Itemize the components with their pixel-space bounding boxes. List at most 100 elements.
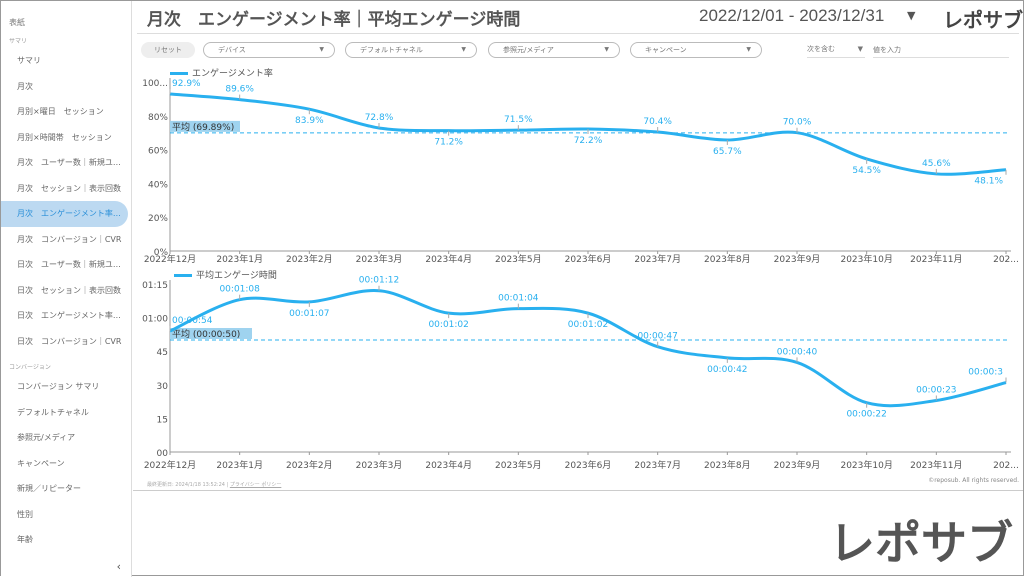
- average-label: 平均 (69.89%): [172, 121, 234, 133]
- logo: レポサブ: [943, 8, 1023, 32]
- footer-meta: 最終更新日: 2024/1/18 13:52:24 | プライバシー ポリシー: [147, 482, 282, 488]
- y-tick-label: 01:15: [142, 281, 168, 291]
- divider: [137, 33, 1019, 34]
- x-tick-label: 2023年7月: [634, 253, 681, 265]
- data-label: 45.6%: [922, 159, 951, 169]
- x-tick-label: 2023年8月: [704, 253, 751, 265]
- data-label: 00:00:3: [968, 368, 1003, 378]
- copyright: ©reposub. All rights reserved.: [928, 477, 1019, 484]
- x-tick-label: 2023年11月: [910, 459, 962, 471]
- data-label: 00:00:42: [707, 365, 747, 375]
- x-tick-label: 2023年2月: [286, 253, 333, 265]
- privacy-link[interactable]: プライバシー ポリシー: [229, 482, 282, 488]
- legend-swatch: [174, 274, 192, 277]
- data-label: 00:00:54: [172, 316, 213, 326]
- y-tick-label: 0%: [154, 248, 169, 258]
- data-label: 71.2%: [434, 138, 463, 148]
- sidebar-list: サマリ サマリ 月次 月別×曜日 セッション 月別×時間帯 セッション 月次 ユーザー数｜…: [1, 28, 131, 553]
- dropdown-label: デバイス: [218, 46, 246, 54]
- source-medium-filter[interactable]: 参照元/メディア ▼: [488, 42, 620, 58]
- data-label: 00:00:23: [916, 385, 956, 395]
- data-label: 00:01:07: [289, 309, 329, 319]
- x-tick-label: 2023年6月: [565, 459, 612, 471]
- data-label: 00:01:04: [498, 294, 539, 304]
- page-title: 月次 エンゲージメント率｜平均エンゲージ時間: [147, 10, 521, 30]
- reset-button[interactable]: リセット: [141, 42, 195, 58]
- x-tick-label: 2023年5月: [495, 459, 542, 471]
- condition-label: 次を含む: [807, 45, 835, 53]
- x-tick-label: 2023年10月: [840, 253, 892, 265]
- caret-down-icon: ▼: [319, 46, 324, 53]
- data-label: 83.9%: [295, 116, 324, 126]
- x-tick-label: 2023年11月: [910, 253, 962, 265]
- device-filter[interactable]: デバイス ▼: [203, 42, 335, 58]
- data-label: 00:01:02: [428, 320, 468, 330]
- condition-select[interactable]: 次を含む ▼: [807, 42, 865, 58]
- data-label: 72.2%: [574, 136, 603, 146]
- dropdown-label: キャンペーン: [645, 46, 687, 54]
- caret-down-icon[interactable]: ▼: [907, 9, 916, 22]
- channel-filter[interactable]: デフォルトチャネル ▼: [345, 42, 477, 58]
- y-tick-label: 80%: [148, 113, 168, 123]
- y-tick-label: 100...: [142, 79, 168, 89]
- average-label: 平均 (00:00:50): [172, 328, 240, 340]
- date-range-picker[interactable]: 2022/12/01 - 2023/12/31: [699, 6, 885, 25]
- collapse-sidebar-button[interactable]: ‹: [116, 560, 121, 573]
- x-tick-label: 2023年4月: [425, 253, 472, 265]
- x-tick-label: 202...: [993, 461, 1019, 471]
- x-tick-label: 2023年5月: [495, 253, 542, 265]
- series-line: [169, 92, 1007, 176]
- sidebar-cover[interactable]: 表紙: [9, 18, 25, 27]
- y-tick-label: 30: [157, 382, 169, 392]
- dropdown-label: 参照元/メディア: [503, 46, 554, 54]
- y-tick-label: 01:00: [142, 315, 168, 325]
- y-tick-label: 00: [157, 449, 169, 459]
- data-label: 89.6%: [225, 85, 254, 95]
- data-label: 65.7%: [713, 147, 742, 157]
- x-tick-label: 2023年9月: [774, 459, 821, 471]
- data-label: 48.1%: [974, 177, 1003, 187]
- sidebar: 表紙 サマリ サマリ 月次 月別×曜日 セッション 月別×時間帯 セッション 月次 ユーザ…: [1, 1, 132, 577]
- y-tick-label: 15: [157, 415, 168, 425]
- data-label: 00:01:02: [568, 320, 608, 330]
- data-label: 00:01:12: [359, 276, 399, 286]
- x-tick-label: 2023年1月: [216, 253, 263, 265]
- x-tick-label: 2023年10月: [840, 459, 892, 471]
- value-input[interactable]: [873, 42, 1009, 58]
- caret-down-icon: ▼: [746, 46, 751, 53]
- data-label: 70.0%: [783, 118, 812, 128]
- x-tick-label: 2023年6月: [565, 253, 612, 265]
- campaign-filter[interactable]: キャンペーン ▼: [630, 42, 762, 58]
- x-tick-label: 2023年3月: [356, 253, 403, 265]
- x-tick-label: 2022年12月: [144, 253, 196, 265]
- sidebar-item[interactable]: 性別: [17, 509, 33, 519]
- x-tick-label: 202...: [993, 255, 1019, 265]
- sidebar-section-header: コンバージョン: [9, 364, 51, 371]
- data-label: 00:01:08: [219, 285, 260, 295]
- y-tick-label: 20%: [148, 214, 168, 224]
- y-tick-label: 60%: [148, 147, 168, 157]
- caret-down-icon: ▼: [604, 46, 609, 53]
- average-label-bg: [170, 328, 252, 339]
- data-label: 54.5%: [852, 166, 881, 176]
- legend-swatch: [170, 72, 188, 75]
- x-tick-label: 2022年12月: [144, 459, 196, 471]
- x-tick-label: 2023年8月: [704, 459, 751, 471]
- x-tick-label: 2023年4月: [425, 459, 472, 471]
- x-tick-label: 2023年2月: [286, 459, 333, 471]
- caret-down-icon: ▼: [857, 45, 863, 53]
- sidebar-item[interactable]: 年齢: [17, 535, 33, 544]
- data-label: 70.4%: [643, 117, 672, 127]
- dropdown-label: デフォルトチャネル: [360, 46, 423, 54]
- legend-label: 平均エンゲージ時間: [196, 269, 277, 281]
- data-label: 00:00:47: [637, 332, 677, 342]
- sidebar-item[interactable]: 月次 エンゲージメント率｜平均エンゲージ時間: [1, 201, 128, 227]
- data-label: 00:00:40: [777, 347, 818, 357]
- x-tick-label: 2023年3月: [356, 459, 403, 471]
- legend-label: エンゲージメント率: [192, 67, 273, 79]
- sidebar-section-header: サマリ: [9, 38, 28, 45]
- y-tick-label: 40%: [148, 180, 168, 190]
- watermark-logo: レポサブ: [829, 516, 1013, 570]
- x-tick-label: 2023年9月: [774, 253, 821, 265]
- charts: 0% 20% 40% 60% 80% 100... 2022年12月 2023年1月 2023年…: [142, 67, 1019, 471]
